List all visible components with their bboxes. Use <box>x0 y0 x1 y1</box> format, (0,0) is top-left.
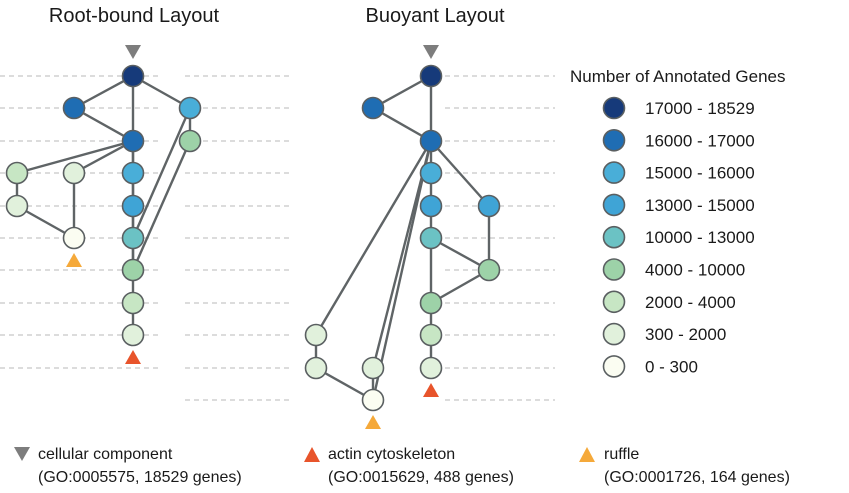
root-marker-icon <box>423 45 439 59</box>
legend-item: 15000 - 16000 <box>602 161 755 184</box>
go-term-node <box>121 291 145 315</box>
legend-label: 300 - 2000 <box>645 325 726 344</box>
legend-swatch <box>602 129 626 152</box>
dag-edge <box>131 107 192 239</box>
ruffle-marker-icon <box>365 415 381 429</box>
footnote-name: ruffle <box>604 446 639 463</box>
root-bound-layout-panel <box>5 64 202 347</box>
go-term-node <box>361 96 385 120</box>
go-term-node <box>361 388 385 412</box>
footnote-detail: (GO:0015629, 488 genes) <box>328 469 514 486</box>
legend-swatch <box>602 322 626 346</box>
go-term-node <box>5 161 29 185</box>
dag-edge <box>314 140 433 336</box>
go-term-node <box>178 129 202 153</box>
legend-label: 4000 - 10000 <box>645 261 745 280</box>
go-term-node <box>477 194 501 218</box>
legend-item: 10000 - 13000 <box>602 225 755 249</box>
actin-cytoskeleton-marker-icon <box>423 383 439 397</box>
right-panel-title: Buoyant Layout <box>366 5 505 27</box>
legend-label: 10000 - 13000 <box>645 228 755 247</box>
go-term-node <box>121 161 145 185</box>
go-term-node <box>419 194 443 218</box>
go-term-node <box>62 96 86 120</box>
go-term-node <box>5 194 29 218</box>
legend-label: 2000 - 4000 <box>645 293 736 312</box>
go-term-node <box>361 356 385 380</box>
term-footnotes: cellular component (GO:0005575, 18529 ge… <box>14 446 790 486</box>
legend-item: 0 - 300 <box>602 355 698 378</box>
footnote-actin-cytoskeleton: actin cytoskeleton (GO:0015629, 488 gene… <box>304 446 514 486</box>
go-term-node <box>121 226 145 250</box>
dag-edge <box>131 140 192 271</box>
gene-count-legend: Number of Annotated Genes 17000 - 185291… <box>570 67 785 378</box>
legend-item: 13000 - 15000 <box>602 193 755 217</box>
go-term-node <box>304 356 328 380</box>
legend-label: 13000 - 15000 <box>645 196 755 215</box>
go-term-node <box>419 226 443 250</box>
go-term-node <box>121 194 145 218</box>
footnote-ruffle: ruffle (GO:0001726, 164 genes) <box>579 446 790 486</box>
cellular-component-marker-icon <box>14 447 30 461</box>
left-panel-title: Root-bound Layout <box>49 5 220 27</box>
go-term-node <box>419 64 443 88</box>
root-marker-icon <box>125 45 141 59</box>
go-term-node <box>121 64 145 88</box>
legend-swatch <box>602 193 626 217</box>
actin-cytoskeleton-marker-icon <box>125 350 141 364</box>
legend-item: 16000 - 17000 <box>602 129 755 152</box>
go-term-node <box>178 96 202 120</box>
legend-swatch <box>602 161 626 184</box>
buoyant-layout-panel <box>304 64 501 412</box>
footnote-name: cellular component <box>38 446 173 463</box>
legend-title: Number of Annotated Genes <box>570 67 785 86</box>
go-term-node <box>304 323 328 347</box>
go-term-node <box>62 226 86 250</box>
legend-items: 17000 - 18529 16000 - 17000 15000 - 16000 1… <box>602 96 755 378</box>
legend-label: 16000 - 17000 <box>645 131 755 150</box>
footnote-detail: (GO:0005575, 18529 genes) <box>38 469 242 486</box>
go-term-node <box>419 323 443 347</box>
legend-item: 2000 - 4000 <box>602 290 736 314</box>
legend-label: 0 - 300 <box>645 357 698 376</box>
footnote-cellular-component: cellular component (GO:0005575, 18529 ge… <box>14 446 242 486</box>
dag-edge <box>16 139 134 175</box>
legend-item: 17000 - 18529 <box>602 96 755 120</box>
dag-edge <box>371 140 433 401</box>
term-markers <box>66 45 439 429</box>
go-term-node <box>419 129 443 153</box>
go-term-node <box>477 258 501 282</box>
ruffle-marker-icon <box>579 447 595 462</box>
root-bound-nodes <box>5 64 202 347</box>
ruffle-marker-icon <box>66 253 82 267</box>
legend-swatch <box>602 96 626 120</box>
go-term-node <box>419 356 443 380</box>
go-term-node <box>419 161 443 185</box>
go-term-node <box>121 129 145 153</box>
legend-item: 300 - 2000 <box>602 322 726 346</box>
legend-swatch <box>602 258 626 281</box>
buoyant-nodes <box>304 64 501 412</box>
legend-item: 4000 - 10000 <box>602 258 745 281</box>
go-term-node <box>121 258 145 282</box>
go-term-node <box>62 161 86 185</box>
actin-cytoskeleton-marker-icon <box>304 447 320 462</box>
legend-swatch <box>602 355 626 378</box>
go-term-node <box>121 323 145 347</box>
footnote-detail: (GO:0001726, 164 genes) <box>604 469 790 486</box>
legend-swatch <box>602 225 626 249</box>
legend-label: 17000 - 18529 <box>645 99 755 118</box>
go-term-node <box>419 291 443 315</box>
legend-label: 15000 - 16000 <box>645 164 755 183</box>
footnote-name: actin cytoskeleton <box>328 446 455 463</box>
legend-swatch <box>602 290 626 314</box>
dag-edge <box>430 140 490 207</box>
